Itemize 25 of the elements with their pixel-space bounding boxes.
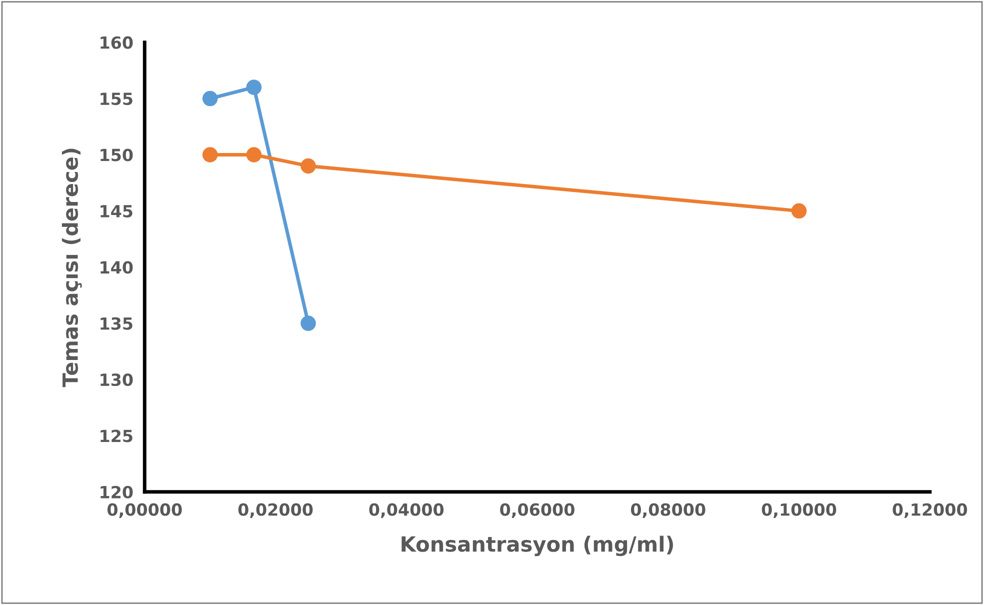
- point: [300, 158, 316, 174]
- x-tick-label: 0,00000: [107, 503, 182, 518]
- point: [246, 147, 262, 162]
- point: [246, 80, 262, 95]
- x-tick-label: 0,08000: [630, 503, 706, 518]
- y-tick-label: 135: [100, 317, 132, 330]
- y-tick-label: 125: [100, 430, 132, 442]
- y-axis-title: Temas açısı (derece): [62, 148, 82, 388]
- x-tick-label: 0,12000: [892, 503, 968, 518]
- point: [791, 203, 807, 219]
- point: [202, 147, 218, 162]
- y-tick-label: 160: [100, 36, 133, 49]
- y-tick-label: 140: [100, 261, 133, 274]
- x-tick-label: 0,02000: [238, 503, 313, 518]
- point: [300, 316, 316, 331]
- x-tick-label: 0,04000: [369, 503, 444, 518]
- y-tick-label: 155: [100, 92, 132, 106]
- x-tick-label: 0,06000: [500, 503, 574, 518]
- y-tick-label: 145: [100, 205, 132, 218]
- y-tick-label: 150: [100, 148, 133, 162]
- x-axis-title: Konsantrasyon (mg/ml): [402, 536, 673, 556]
- y-tick-label: 120: [100, 486, 133, 498]
- y-tick-label: 130: [100, 373, 133, 386]
- point: [202, 90, 218, 106]
- x-tick-label: 0,10000: [762, 503, 836, 518]
